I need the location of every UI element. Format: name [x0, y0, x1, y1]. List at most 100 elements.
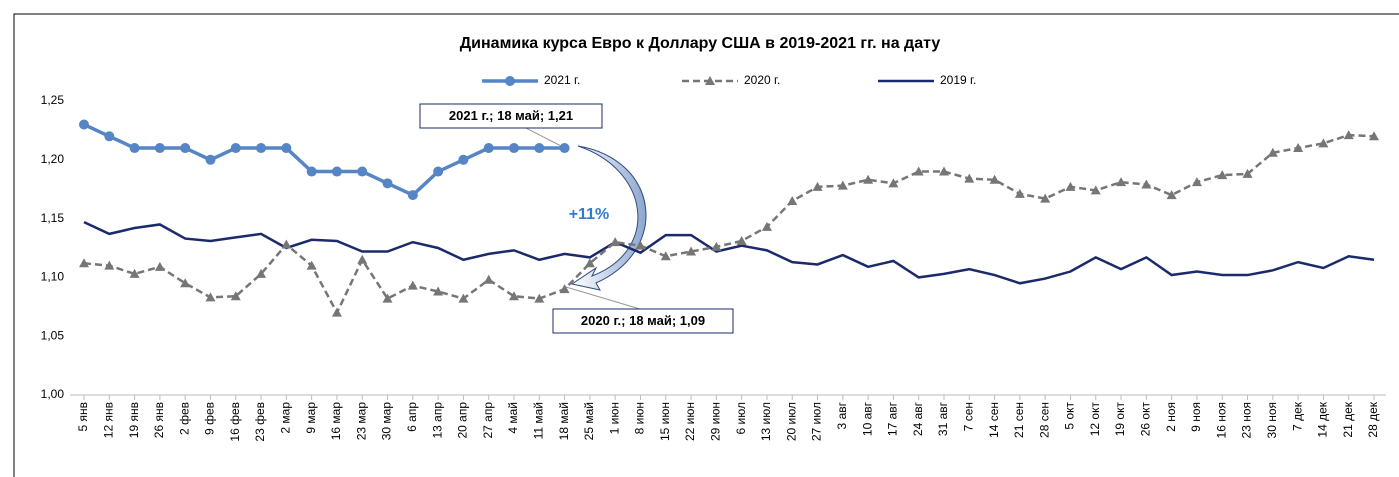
x-tick-label: 16 мар — [329, 402, 343, 441]
y-tick-label: 1,00 — [41, 387, 65, 401]
change-label: +11% — [569, 206, 609, 223]
marker — [433, 286, 444, 296]
x-tick-label: 17 авг — [886, 401, 900, 436]
marker — [1293, 143, 1304, 153]
marker — [1343, 130, 1354, 140]
marker — [509, 143, 519, 154]
x-tick-label: 27 июл — [810, 402, 824, 441]
change-arrow — [570, 145, 647, 291]
marker — [331, 307, 342, 317]
marker — [1217, 170, 1228, 180]
marker — [129, 268, 140, 278]
marker — [863, 174, 874, 184]
x-tick-label: 23 ноя — [1240, 402, 1254, 438]
x-tick-label: 21 сен — [1012, 402, 1026, 438]
x-tick-label: 14 дек — [1316, 401, 1330, 437]
series-line — [83, 220, 1375, 285]
legend-label: 2019 г. — [940, 73, 976, 87]
marker — [357, 166, 368, 177]
annotation: 2021 г.; 18 май; 1,21 — [449, 108, 573, 123]
marker — [256, 268, 267, 278]
marker — [104, 131, 115, 142]
annotation: 2020 г.; 18 май; 1,09 — [581, 313, 705, 328]
x-tick-label: 26 окт — [1139, 402, 1153, 437]
x-tick-label: 16 фев — [228, 402, 242, 442]
annotation-box — [419, 103, 603, 129]
marker — [104, 260, 115, 270]
marker — [458, 154, 469, 165]
x-tick-label: 19 окт — [1113, 402, 1127, 437]
x-tick-label: 15 июн — [658, 402, 672, 441]
x-tick-label: 24 авг — [911, 401, 925, 436]
marker — [736, 235, 747, 245]
x-tick-label: 12 окт — [1088, 402, 1102, 437]
x-tick-label: 13 апр — [430, 402, 444, 439]
marker — [230, 143, 241, 154]
x-tick-label: 27 апр — [481, 402, 495, 439]
series-line — [83, 122, 565, 198]
marker — [1267, 147, 1278, 157]
marker — [761, 221, 772, 231]
x-tick-label: 4 май — [506, 402, 520, 434]
marker — [939, 166, 949, 176]
marker — [407, 280, 418, 290]
x-tick-label: 9 фев — [203, 402, 217, 435]
marker — [180, 143, 191, 154]
x-tick-label: 12 янв — [101, 402, 115, 438]
y-tick-label: 1,25 — [41, 93, 65, 107]
marker — [357, 254, 368, 264]
x-tick-label: 28 сен — [1037, 402, 1051, 438]
marker — [306, 166, 317, 177]
chart-title: Динамика курса Евро к Доллару США в 2019… — [460, 35, 941, 52]
x-tick-label: 7 сен — [961, 402, 975, 431]
marker — [1116, 177, 1127, 187]
x-tick-label: 14 сен — [987, 402, 1001, 438]
marker — [1040, 193, 1051, 203]
x-tick-label: 23 мар — [354, 402, 368, 441]
marker — [230, 291, 241, 301]
x-tick-label: 3 авг — [835, 401, 849, 429]
marker — [180, 278, 191, 288]
x-tick-label: 20 июл — [784, 402, 798, 441]
marker — [1090, 185, 1101, 195]
marker — [509, 291, 519, 301]
x-tick-label: 25 май — [582, 402, 596, 440]
x-tick-label: 21 дек — [1341, 401, 1355, 437]
marker — [154, 261, 165, 271]
marker — [913, 166, 924, 176]
marker — [964, 173, 975, 183]
marker — [888, 178, 899, 188]
marker — [205, 292, 216, 302]
x-tick-label: 30 ноя — [1265, 402, 1279, 438]
marker — [559, 143, 570, 154]
marker — [711, 241, 722, 251]
marker — [534, 293, 545, 303]
x-tick-label: 26 янв — [152, 402, 166, 438]
marker — [407, 190, 418, 201]
x-tick-label: 2 фев — [177, 402, 191, 435]
y-tick-label: 1,20 — [41, 152, 65, 166]
marker — [205, 154, 216, 165]
x-tick-label: 9 ноя — [1189, 402, 1203, 432]
marker — [660, 251, 671, 261]
leader-line — [521, 125, 566, 149]
x-tick-label: 29 июн — [709, 402, 723, 441]
marker — [433, 166, 444, 177]
x-tick-label: 5 окт — [1063, 401, 1077, 429]
marker — [534, 143, 545, 154]
x-tick-label: 7 дек — [1290, 401, 1304, 431]
x-tick-label: 16 ноя — [1214, 402, 1228, 438]
marker — [1191, 177, 1202, 187]
legend-marker — [705, 76, 715, 85]
marker — [559, 284, 570, 294]
series-line — [83, 133, 1375, 316]
marker — [1318, 138, 1329, 148]
marker — [1369, 131, 1379, 141]
marker — [1166, 190, 1177, 200]
annotation-box — [552, 308, 734, 334]
x-tick-label: 31 авг — [936, 401, 950, 436]
x-tick-label: 20 апр — [456, 402, 470, 439]
x-tick-label: 22 июн — [683, 402, 697, 441]
x-tick-label: 11 май — [531, 402, 545, 439]
x-tick-label: 28 дек — [1366, 401, 1380, 437]
